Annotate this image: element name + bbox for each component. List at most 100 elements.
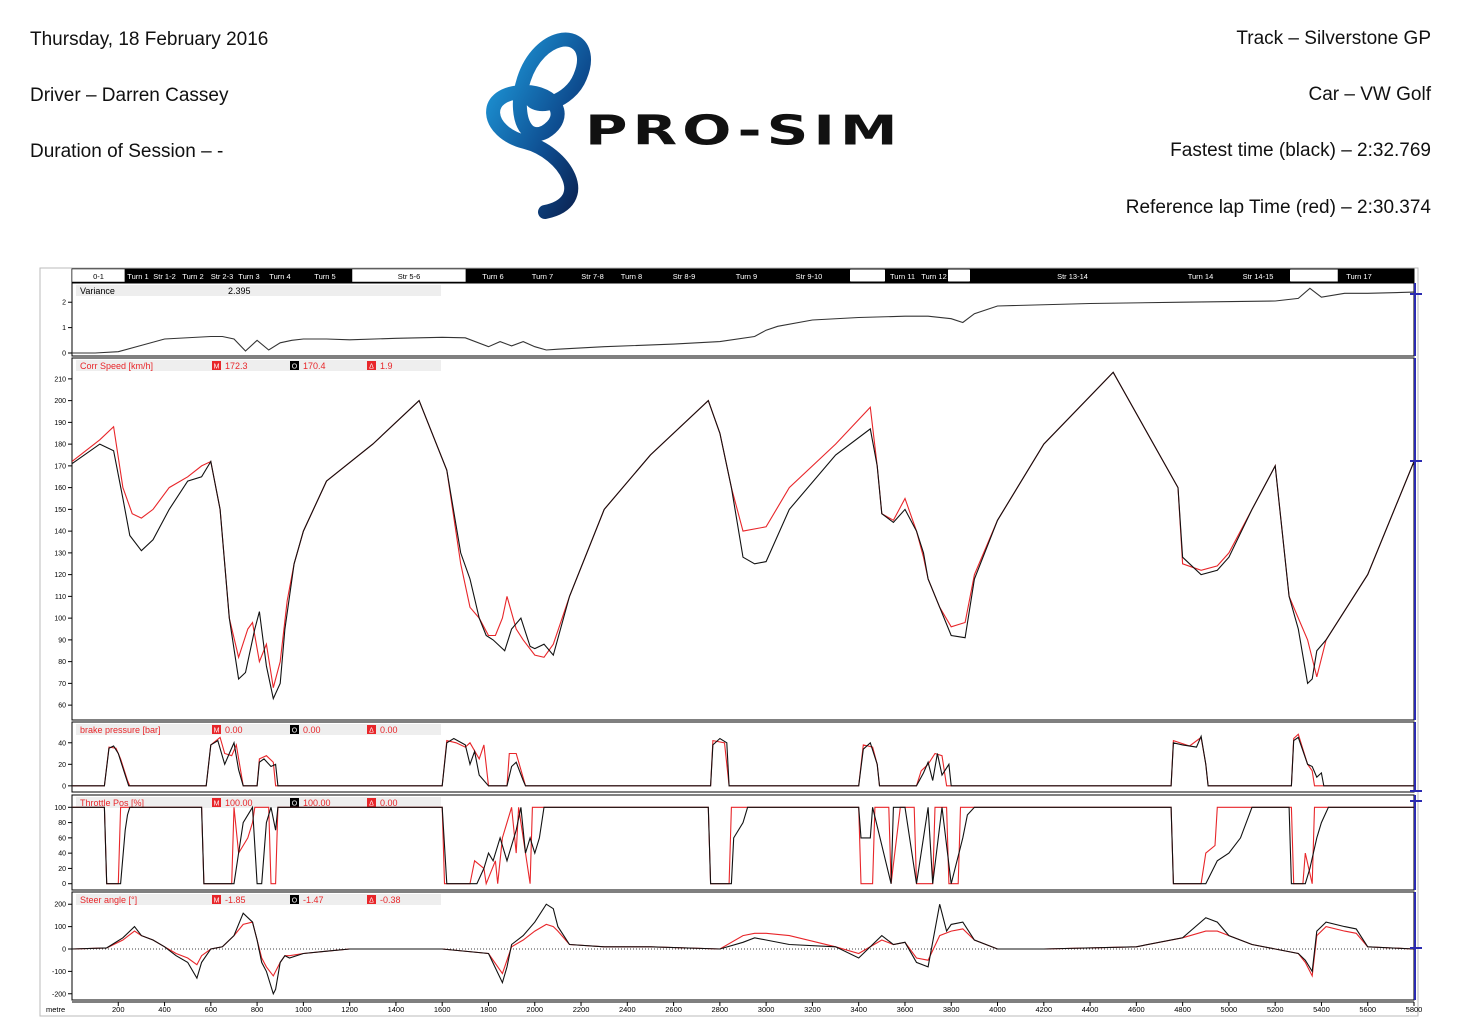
y-tick-label: 80 <box>58 820 66 827</box>
y-tick-label: 90 <box>58 637 66 644</box>
driver-label: Driver – Darren Cassey <box>30 85 229 106</box>
stat-m-symbol: M <box>214 728 220 735</box>
car-label: Car – VW Golf <box>1308 84 1431 105</box>
series-black <box>72 734 1414 787</box>
logo-text: PRO-SIM <box>585 107 903 154</box>
stat-d-value: -0.38 <box>380 895 401 905</box>
segment-label: Str 1-2 <box>153 272 176 281</box>
segment-label: Turn 4 <box>269 272 290 281</box>
panel-title: Throttle Pos [%] <box>80 798 144 808</box>
segment-label: 0-1 <box>93 272 104 281</box>
stat-o-value: -1.47 <box>303 895 324 905</box>
y-tick-label: 40 <box>58 851 66 858</box>
segment-bar: 0-1 Turn 1 Str 1-2 Turn 2 Str 2-3 Turn 3 Turn … <box>71 268 1415 283</box>
segment-label: Turn 12 <box>921 272 947 281</box>
x-tick-label: 1200 <box>341 1005 358 1014</box>
y-tick-label: 100 <box>54 805 66 812</box>
stat-o-value: 170.4 <box>303 361 326 371</box>
y-tick-label: 20 <box>58 866 66 873</box>
stat-o-symbol: O <box>292 898 298 905</box>
segment-label: Turn 9 <box>736 272 757 281</box>
x-tick-label: 2400 <box>619 1005 636 1014</box>
header-band <box>76 724 441 735</box>
segment-label: Turn 7 <box>532 272 553 281</box>
x-tick-label: 4200 <box>1035 1005 1052 1014</box>
stat-d-symbol: Δ <box>369 801 374 808</box>
x-tick-label: 5000 <box>1221 1005 1238 1014</box>
segment-label: Turn 3 <box>238 272 259 281</box>
x-tick-label: 1800 <box>480 1005 497 1014</box>
x-tick-label: 2000 <box>526 1005 543 1014</box>
segment-gap <box>1290 270 1310 281</box>
y-tick-label: -200 <box>52 991 66 998</box>
stat-m-badge <box>212 725 221 734</box>
y-tick-label: 140 <box>54 529 66 536</box>
segment-gap <box>948 270 970 281</box>
segment-label: Str 9-10 <box>796 272 823 281</box>
x-axis-label: metre <box>46 1005 65 1014</box>
panel-frame-3 <box>71 794 1415 891</box>
x-tick-label: 400 <box>158 1005 171 1014</box>
stat-o-symbol: O <box>292 801 298 808</box>
y-tick-label: 100 <box>54 616 66 623</box>
x-tick-label: 200 <box>112 1005 125 1014</box>
series-black <box>72 371 1414 701</box>
x-tick-label: 3600 <box>897 1005 914 1014</box>
y-tick-label: 100 <box>54 924 66 931</box>
x-tick-label: 4600 <box>1128 1005 1145 1014</box>
panel-frame-4 <box>71 891 1415 1001</box>
stat-d-symbol: Δ <box>369 898 374 905</box>
segment-label: Str 7-8 <box>581 272 604 281</box>
stat-m-value: 100.00 <box>225 798 253 808</box>
segment-label: Turn 6 <box>482 272 503 281</box>
y-tick-label: 0 <box>62 783 66 790</box>
stat-m-value: -1.85 <box>225 895 246 905</box>
y-tick-label: 70 <box>58 681 66 688</box>
x-tick-label: 3400 <box>850 1005 867 1014</box>
stat-d-value: 1.9 <box>380 361 393 371</box>
x-tick-label: 2200 <box>573 1005 590 1014</box>
stat-m-badge <box>212 798 221 807</box>
x-tick-label: 4000 <box>989 1005 1006 1014</box>
header-band <box>76 285 441 296</box>
y-tick-label: 40 <box>58 740 66 747</box>
x-tick-label: 4400 <box>1082 1005 1099 1014</box>
stat-o-value: 100.00 <box>303 798 331 808</box>
x-tick-label: 3200 <box>804 1005 821 1014</box>
y-tick-label: 0 <box>62 947 66 954</box>
stat-o-badge <box>290 725 299 734</box>
stat-d-badge <box>367 895 376 904</box>
stat-o-value: 0.00 <box>303 725 321 735</box>
stat-d-symbol: Δ <box>369 728 374 735</box>
x-tick-label: 5600 <box>1359 1005 1376 1014</box>
x-tick-label: 2800 <box>712 1005 729 1014</box>
segment-label: Turn 8 <box>621 272 642 281</box>
header-band <box>76 797 441 808</box>
track-label: Track – Silverstone GP <box>1236 28 1431 49</box>
stat-o-badge <box>290 361 299 370</box>
stat-d-value: 0.00 <box>380 798 398 808</box>
segment-gap <box>850 270 885 281</box>
x-tick-label: 3800 <box>943 1005 960 1014</box>
stat-o-badge <box>290 895 299 904</box>
stat-m-symbol: M <box>214 898 220 905</box>
segment-label: Str 13-14 <box>1057 272 1088 281</box>
date-label: Thursday, 18 February 2016 <box>30 29 269 50</box>
stat-o-symbol: O <box>292 728 298 735</box>
series-black <box>72 805 1414 885</box>
fastest-time-label: Fastest time (black) – 2:32.769 <box>1170 140 1431 161</box>
stat-m-value: 172.3 <box>225 361 248 371</box>
y-tick-label: 200 <box>54 902 66 909</box>
segment-label: Str 14-15 <box>1243 272 1274 281</box>
y-tick-label: 120 <box>54 572 66 579</box>
chart-panel-1: 60 70 80 90 100 110 120 130 140 150 160 170 180 190 20… <box>54 357 1416 721</box>
panel-title: Steer angle [°] <box>80 895 137 905</box>
y-tick-label: 0 <box>62 351 66 358</box>
segment-end <box>1380 269 1414 282</box>
stat-m-badge <box>212 895 221 904</box>
stat-d-symbol: Δ <box>369 364 374 371</box>
stat-d-badge <box>367 725 376 734</box>
x-tick-label: 600 <box>205 1005 218 1014</box>
stat-d-badge <box>367 798 376 807</box>
stat-d-value: 0.00 <box>380 725 398 735</box>
